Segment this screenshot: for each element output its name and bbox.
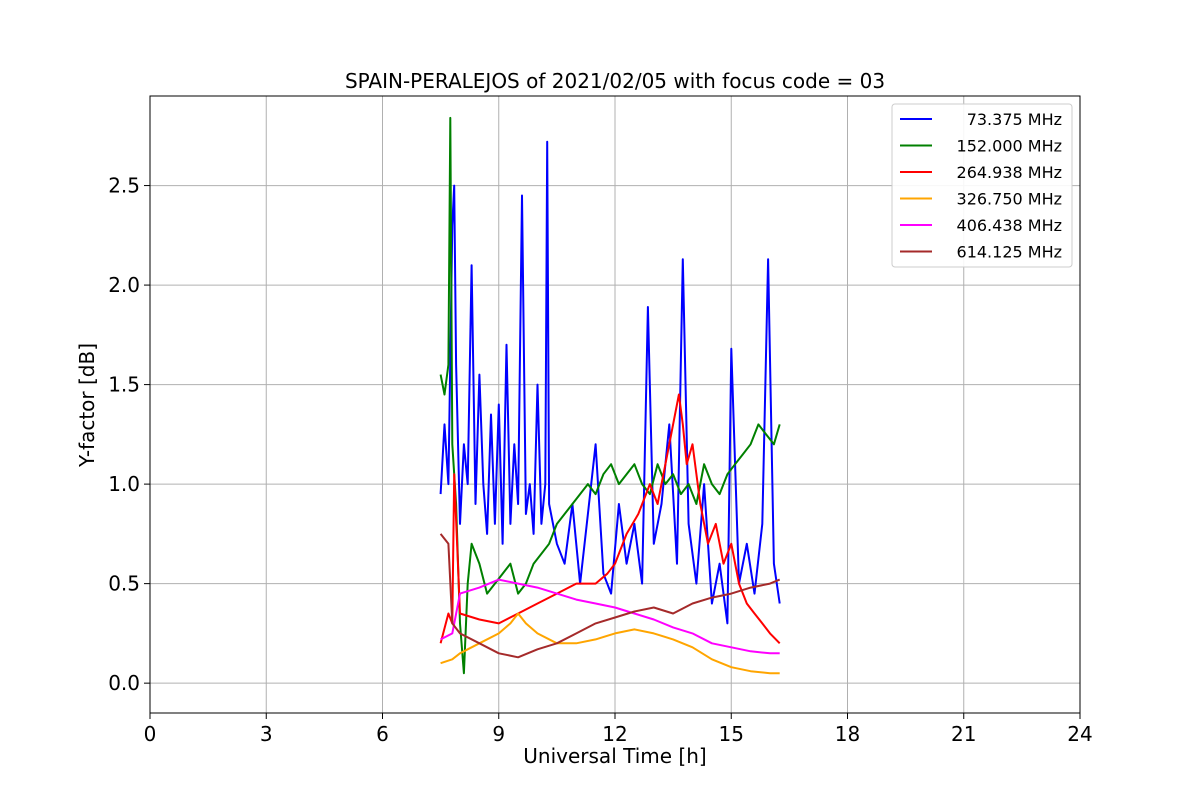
chart-title: SPAIN-PERALEJOS of 2021/02/05 with focus…: [345, 69, 885, 93]
y-tick-label: 0.5: [108, 572, 140, 596]
x-tick-label: 21: [951, 722, 976, 746]
x-tick-label: 3: [260, 722, 273, 746]
x-tick-label: 12: [602, 722, 627, 746]
x-tick-label: 9: [492, 722, 505, 746]
series-line-5: [439, 533, 781, 659]
series-line-1: [439, 116, 781, 675]
legend-label: 264.938 MHz: [957, 163, 1062, 182]
series-line-0: [439, 140, 781, 625]
y-tick-label: 1.5: [108, 373, 140, 397]
x-axis-ticks: 0 3 6 9 12 15 18 21 24: [144, 713, 1093, 746]
x-tick-label: 18: [835, 722, 860, 746]
x-axis-label: Universal Time [h]: [523, 744, 706, 768]
legend: 73.375 MHz 152.000 MHz 264.938 MHz 326.750 …: [891, 103, 1073, 268]
legend-label: 73.375 MHz: [967, 110, 1062, 129]
x-tick-label: 6: [376, 722, 389, 746]
legend-label: 406.438 MHz: [957, 216, 1062, 235]
y-tick-label: 1.0: [108, 472, 140, 496]
legend-label: 326.750 MHz: [957, 190, 1062, 209]
legend-label: 614.125 MHz: [957, 243, 1062, 262]
series-line-2: [439, 393, 781, 644]
y-tick-label: 2.0: [108, 273, 140, 297]
legend-box: [891, 103, 1073, 268]
y-axis-ticks: 0.0 0.5 1.0 1.5 2.0 2.5: [108, 174, 150, 695]
series-line-4: [440, 578, 780, 655]
x-tick-label: 24: [1067, 722, 1092, 746]
y-axis-label: Y-factor [dB]: [75, 343, 99, 468]
series-line-3: [440, 612, 780, 675]
x-tick-label: 0: [144, 722, 157, 746]
plot-area: [439, 116, 781, 675]
y-tick-label: 2.5: [108, 174, 140, 198]
x-tick-label: 15: [719, 722, 744, 746]
legend-label: 152.000 MHz: [957, 137, 1062, 156]
y-tick-label: 0.0: [108, 671, 140, 695]
